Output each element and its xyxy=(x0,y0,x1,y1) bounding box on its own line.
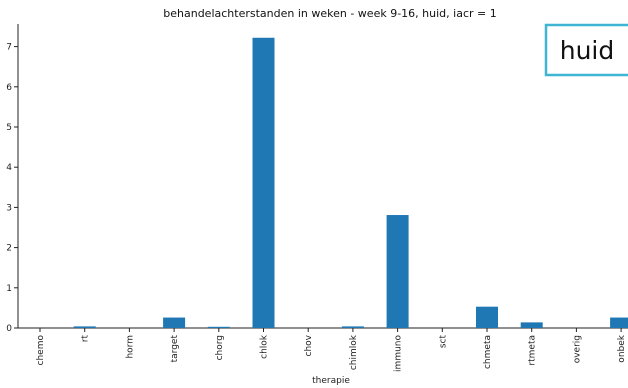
y-tick-label: 0 xyxy=(6,324,12,334)
bar-rtmeta xyxy=(520,322,543,328)
y-tick-label: 6 xyxy=(6,83,12,93)
bars xyxy=(73,37,628,328)
x-tick-label-rt: rt xyxy=(81,335,91,343)
x-tick-label-rtmeta: rtmeta xyxy=(528,335,538,366)
bar-chimlok xyxy=(341,326,364,328)
axes xyxy=(17,24,628,329)
y-ticks: 0 1 2 3 4 5 6 7 xyxy=(6,43,18,334)
x-tick-label-chemo: chemo xyxy=(36,335,46,366)
category-badge-box xyxy=(544,23,628,77)
x-tick-label-target: target xyxy=(170,335,180,363)
y-tick-label: 4 xyxy=(6,163,12,173)
x-axis-label: therapie xyxy=(312,376,350,386)
x-ticks: chemo rt horm target chorg chlok chov chimlok im… xyxy=(36,328,627,372)
x-tick-label-chimlok: chimlok xyxy=(349,334,359,370)
y-tick-label: 3 xyxy=(6,203,12,213)
x-tick-label-onbek: onbek xyxy=(617,334,627,362)
x-tick-label-chov: chov xyxy=(304,334,314,356)
chart-title: behandelachterstanden in weken - week 9-… xyxy=(163,7,496,20)
x-tick-label-horm: horm xyxy=(125,335,135,359)
bar-rt xyxy=(73,326,96,328)
x-tick-label-chmeta: chmeta xyxy=(483,335,493,369)
bar-chorg xyxy=(207,326,230,328)
x-tick-label-chlok: chlok xyxy=(260,334,270,359)
bar-chmeta xyxy=(476,306,498,328)
bar-target xyxy=(163,317,186,328)
y-tick-label: 7 xyxy=(6,43,12,53)
category-badge-text: huid xyxy=(560,36,615,65)
x-tick-label-overig: overig xyxy=(572,335,582,363)
bar-onbek xyxy=(610,317,628,328)
bar-immuno xyxy=(386,215,409,328)
category-badge: huid xyxy=(544,23,628,77)
y-tick-label: 1 xyxy=(6,284,12,294)
x-tick-label-chorg: chorg xyxy=(215,335,225,360)
bar-chlok xyxy=(252,37,275,328)
y-tick-label: 2 xyxy=(6,244,12,254)
x-tick-label-immuno: immuno xyxy=(394,335,404,372)
y-tick-label: 5 xyxy=(6,123,12,133)
x-tick-label-sct: sct xyxy=(438,335,448,349)
